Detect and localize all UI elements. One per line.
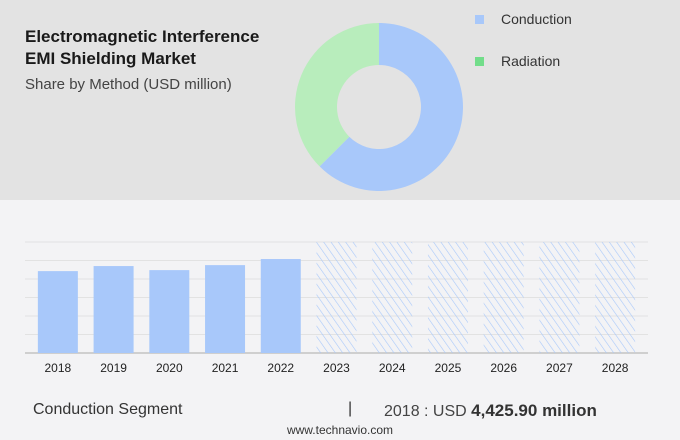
bar-2020 <box>149 270 190 353</box>
x-tick-label: 2018 <box>45 361 72 375</box>
legend-swatch-radiation <box>475 56 484 66</box>
bars <box>37 242 636 353</box>
x-tick-label: 2023 <box>323 361 350 375</box>
x-tick-label: 2019 <box>100 361 127 375</box>
bar-2021 <box>205 265 246 353</box>
title-line-1: Electromagnetic Interference <box>25 27 260 46</box>
x-tick-label: 2022 <box>267 361 294 375</box>
x-tick-label: 2020 <box>156 361 183 375</box>
x-tick-label: 2024 <box>379 361 406 375</box>
segment-label: Conduction Segment <box>33 401 183 418</box>
title-line-2: EMI Shielding Market <box>25 49 196 68</box>
bar-forecast-2026 <box>483 242 524 353</box>
legend-label: Radiation <box>501 53 561 69</box>
bar-2019 <box>93 266 134 353</box>
separator: | <box>348 400 353 417</box>
website-url: www.technavio.com <box>286 423 394 437</box>
donut-slice-radiation <box>295 23 379 167</box>
value-amount: 4,425.90 million <box>471 401 597 420</box>
x-tick-label: 2026 <box>490 361 517 375</box>
x-tick-labels: 2018 2019 2020 2021 2022 2023 2024 2025 2026 2027… <box>45 361 629 375</box>
bar-forecast-2024 <box>372 242 413 353</box>
value-prefix: 2018 : USD <box>384 403 467 420</box>
legend-label: Conduction <box>501 11 572 27</box>
x-tick-label: 2025 <box>435 361 462 375</box>
legend-radiation: Radiation <box>475 53 560 69</box>
bar-forecast-2023 <box>316 242 357 353</box>
bar-2022 <box>260 259 301 353</box>
chart-subtitle: Share by Method (USD million) <box>25 76 232 93</box>
donut-chart <box>295 23 463 191</box>
legend-conduction: Conduction <box>475 11 572 27</box>
x-tick-label: 2028 <box>602 361 629 375</box>
bar-forecast-2027 <box>539 242 580 353</box>
x-tick-label: 2027 <box>546 361 573 375</box>
bar-forecast-2025 <box>427 242 468 353</box>
segment-value: 2018 : USD 4,425.90 million <box>384 401 597 421</box>
donut-slice-conduction <box>319 23 463 191</box>
x-tick-label: 2021 <box>212 361 239 375</box>
bar-forecast-2028 <box>595 242 636 353</box>
chart-title: Electromagnetic Interference EMI Shieldi… <box>25 26 259 70</box>
legend-swatch-conduction <box>475 14 484 24</box>
bar-2018 <box>37 271 78 353</box>
